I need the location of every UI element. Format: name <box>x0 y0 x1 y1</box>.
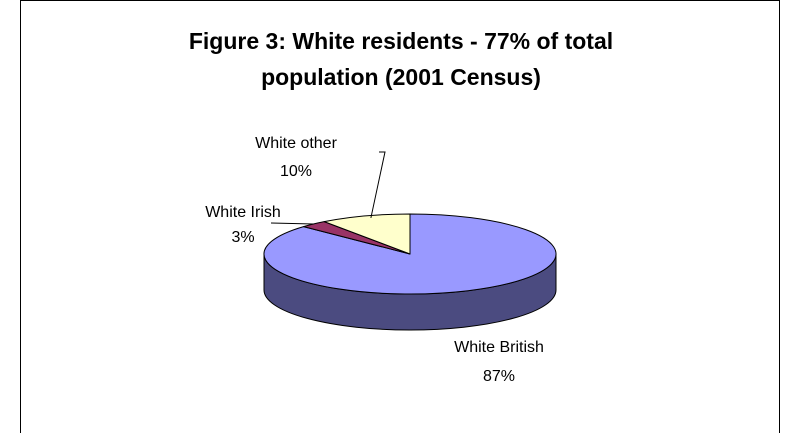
chart-area: Figure 3: White residents - 77% of total… <box>20 0 780 433</box>
slice-label-name-white-other: White other <box>255 135 337 152</box>
slice-label-name-white-irish: White Irish <box>205 204 281 221</box>
pie-slice-white-other <box>323 213 411 255</box>
chart-title-line-2: population (2001 Census) <box>261 64 541 90</box>
leader-line-white-other <box>370 151 386 219</box>
slice-label-value-white-british: 87% <box>483 368 515 385</box>
pie-chart: White British 87% White Irish 3% White o… <box>205 135 557 385</box>
slice-label-value-white-irish: 3% <box>231 229 254 246</box>
slice-label-name-white-british: White British <box>454 339 544 356</box>
chart-title: Figure 3: White residents - 77% of total… <box>21 23 781 95</box>
leader-line-white-irish <box>270 222 314 225</box>
chart-title-line-1: Figure 3: White residents - 77% of total <box>188 28 614 54</box>
slice-label-value-white-other: 10% <box>280 163 312 180</box>
